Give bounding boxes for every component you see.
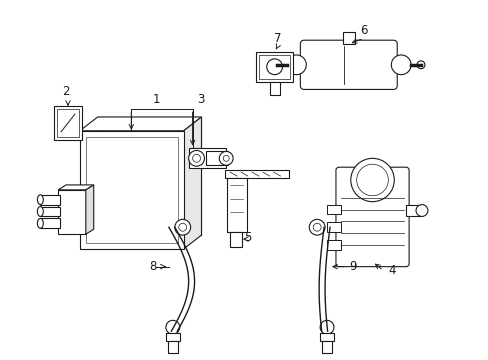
Polygon shape xyxy=(58,185,94,190)
Circle shape xyxy=(165,320,180,334)
Bar xyxy=(86,137,178,243)
Bar xyxy=(41,219,60,228)
Bar xyxy=(326,222,340,232)
Ellipse shape xyxy=(37,219,43,228)
Text: 7: 7 xyxy=(273,32,281,45)
Bar xyxy=(165,333,180,341)
Circle shape xyxy=(192,154,200,162)
Circle shape xyxy=(350,158,393,202)
Circle shape xyxy=(313,223,321,231)
Ellipse shape xyxy=(37,195,43,204)
Bar xyxy=(258,55,290,78)
Bar xyxy=(255,52,293,82)
Text: 5: 5 xyxy=(244,231,251,244)
Text: 6: 6 xyxy=(359,24,366,37)
Bar xyxy=(269,82,279,95)
Bar xyxy=(188,148,226,168)
Circle shape xyxy=(179,223,186,231)
Circle shape xyxy=(223,156,229,161)
Bar xyxy=(320,333,333,341)
Polygon shape xyxy=(183,117,201,249)
Text: 1: 1 xyxy=(152,93,160,106)
Bar xyxy=(41,195,60,204)
Circle shape xyxy=(266,59,282,75)
Circle shape xyxy=(272,61,280,69)
Bar xyxy=(58,190,86,234)
Bar xyxy=(41,207,60,216)
Bar xyxy=(230,232,242,247)
Circle shape xyxy=(174,219,190,235)
Text: 8: 8 xyxy=(149,260,156,273)
Text: 9: 9 xyxy=(348,260,356,273)
Circle shape xyxy=(219,152,233,165)
Circle shape xyxy=(320,320,333,334)
Circle shape xyxy=(356,164,387,196)
Polygon shape xyxy=(86,185,94,234)
FancyBboxPatch shape xyxy=(335,167,408,267)
Polygon shape xyxy=(80,117,201,131)
Bar xyxy=(322,341,331,353)
Circle shape xyxy=(188,150,204,166)
Bar xyxy=(342,32,354,44)
Bar xyxy=(326,240,340,250)
Bar xyxy=(326,204,340,215)
Ellipse shape xyxy=(37,207,43,216)
Bar xyxy=(54,106,81,140)
Bar xyxy=(57,109,79,137)
Bar xyxy=(167,341,178,353)
Circle shape xyxy=(415,204,427,216)
Bar xyxy=(80,131,183,249)
Text: 2: 2 xyxy=(62,85,70,98)
Bar xyxy=(227,178,246,232)
Circle shape xyxy=(286,55,305,75)
Text: 4: 4 xyxy=(388,264,395,277)
Bar xyxy=(206,152,228,165)
FancyBboxPatch shape xyxy=(300,40,396,89)
Circle shape xyxy=(390,55,410,75)
Circle shape xyxy=(416,61,424,69)
Bar xyxy=(225,170,289,178)
Bar xyxy=(406,204,421,216)
Circle shape xyxy=(308,219,325,235)
Text: 3: 3 xyxy=(196,93,204,106)
Polygon shape xyxy=(98,117,201,235)
